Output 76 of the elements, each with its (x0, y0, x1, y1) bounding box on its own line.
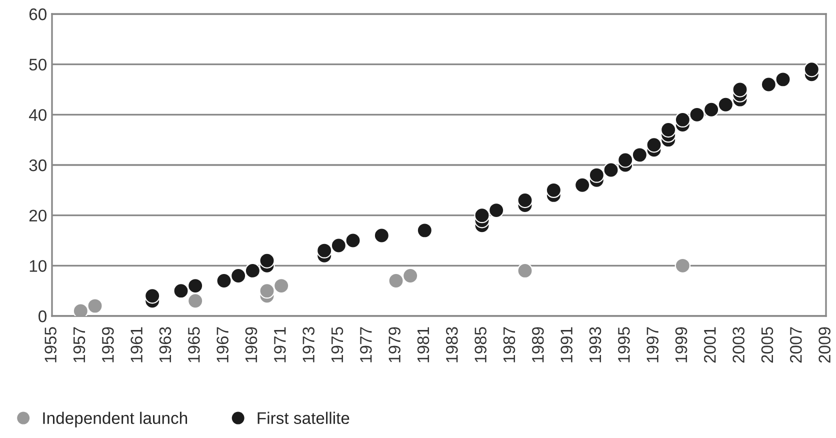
point (674, 258, 691, 274)
point (388, 272, 404, 289)
x-tick-label: 1959 (102, 327, 114, 362)
point (330, 238, 347, 254)
y-tick-label: 10 (30, 260, 46, 272)
x-tick-label: 1961 (130, 327, 142, 362)
point (488, 202, 504, 218)
x-tick-label: 1965 (188, 327, 200, 362)
y-tick-label: 40 (28, 109, 46, 121)
point (374, 228, 390, 244)
point (259, 282, 275, 299)
x-tick-label: 1957 (73, 327, 86, 362)
point (574, 177, 590, 193)
point (703, 102, 720, 118)
x-tick-label: 1967 (216, 327, 228, 362)
x-tick-label: 1999 (675, 327, 688, 362)
x-tick-label: 2005 (761, 327, 774, 363)
x-tick-label: 2001 (704, 327, 716, 363)
point (316, 242, 332, 258)
x-tick-label: 1985 (474, 327, 486, 362)
y-tick-label: 50 (29, 58, 46, 71)
point (804, 62, 820, 78)
x-tick-label: 1963 (159, 327, 172, 362)
y-tick-label: 60 (29, 8, 46, 20)
x-tick-label: 1971 (274, 327, 286, 362)
point (345, 232, 361, 248)
legend-label: First satellite (258, 412, 350, 424)
x-tick-label: 1979 (388, 327, 400, 362)
point (244, 262, 261, 279)
point (187, 293, 204, 309)
point (546, 182, 562, 198)
point (87, 298, 103, 314)
point (660, 122, 676, 138)
point (732, 82, 748, 98)
point (173, 282, 189, 299)
x-tick-label: 1983 (446, 327, 458, 362)
point (216, 272, 232, 289)
x-tick-label: 1989 (532, 327, 544, 362)
x-tick-label: 2003 (732, 327, 744, 363)
point (718, 96, 734, 112)
point (474, 207, 490, 224)
point (603, 162, 619, 178)
point (588, 167, 605, 183)
legend-label: Independent launch (43, 412, 188, 428)
x-tick-label: 1969 (245, 327, 258, 362)
x-tick-label: 1973 (302, 327, 314, 362)
point (517, 192, 533, 208)
point (775, 72, 791, 88)
point (402, 268, 418, 284)
point (230, 268, 246, 284)
x-tick-label: 1993 (589, 327, 602, 362)
point (617, 152, 634, 168)
x-tick-label: 1955 (44, 327, 56, 362)
x-tick-label: 1975 (331, 327, 344, 362)
x-tick-label: 1981 (417, 327, 430, 362)
point (187, 278, 204, 294)
point (632, 147, 648, 163)
y-tick-label: 30 (29, 159, 46, 172)
x-tick-label: 2007 (790, 327, 802, 363)
point (689, 106, 705, 123)
point (646, 137, 662, 153)
point (259, 252, 275, 268)
point (760, 76, 777, 92)
x-tick-label: 1991 (560, 327, 572, 362)
x-tick-label: 1997 (646, 327, 658, 362)
x-tick-label: 2009 (818, 327, 830, 363)
point (517, 262, 533, 279)
point (144, 288, 160, 304)
y-tick-label: 20 (29, 210, 46, 222)
point (273, 278, 290, 294)
x-tick-label: 1987 (503, 327, 516, 362)
x-tick-label: 1995 (618, 327, 630, 362)
point (674, 112, 691, 128)
y-tick-label: 0 (38, 310, 46, 322)
point (416, 222, 433, 238)
x-tick-label: 1977 (360, 327, 372, 362)
